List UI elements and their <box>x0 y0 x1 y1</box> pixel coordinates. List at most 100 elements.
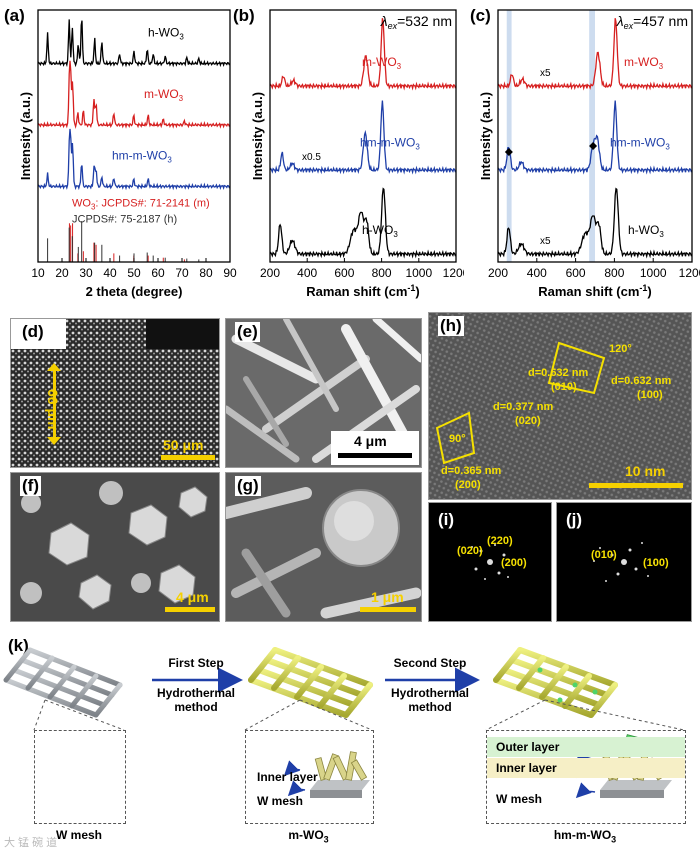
y-axis-title: Intensity (a.u.) <box>18 92 33 180</box>
panel-label-f: (f) <box>20 476 41 496</box>
highlight-band-0 <box>506 10 512 262</box>
sem-image-f: 4 μm <box>10 472 220 622</box>
sem-f-texture <box>11 473 219 621</box>
angle-120: 120° <box>609 343 632 355</box>
x-tick-label-5: 1200 <box>679 266 700 280</box>
x-tick-label-0: 10 <box>31 266 45 280</box>
series-note-hm-m-WO3: x0.5 <box>302 152 321 163</box>
x-tick-label-4: 1000 <box>640 266 667 280</box>
plane-1: (010) <box>551 381 577 393</box>
panel-label-i: (i) <box>438 510 455 529</box>
x-tick-label-2: 600 <box>334 266 354 280</box>
m-wo3-block <box>310 751 370 798</box>
inner-layer-band <box>487 758 685 778</box>
series-label-m-WO3: m-WO3 <box>624 55 664 71</box>
series-note-m-WO3: x5 <box>540 68 551 79</box>
panel-label-c: (c) <box>470 6 491 25</box>
fft-i-020: (020) <box>457 545 483 557</box>
fft-image-j: (010) (100) <box>556 502 692 622</box>
angle-90: 90° <box>449 433 466 445</box>
scale-bar-f <box>165 607 215 612</box>
x-tick-label-0: 200 <box>260 266 280 280</box>
lattice-texture <box>429 313 691 499</box>
scale-label-h: 10 nm <box>625 463 666 479</box>
panel-label-d: (d) <box>20 322 46 342</box>
series-label-m-WO3: m-WO3 <box>362 55 402 71</box>
x-tick-label-4: 50 <box>127 266 141 280</box>
excitation-label: λex=532 nm <box>380 13 452 31</box>
series-line-m-WO3 <box>37 60 231 130</box>
plot-frame <box>497 9 693 263</box>
step1-label: First Step <box>168 656 224 670</box>
raman-chart-457: m-WO3 x5 hm-m-WO3 h-WO3 x5 200 400 600 800 1000 12… <box>478 9 700 299</box>
scale-bar-g <box>360 607 416 612</box>
step2-label: Second Step <box>393 656 467 670</box>
inner-layer-label-3: Inner layer <box>496 761 557 775</box>
sem-g-texture <box>226 473 421 621</box>
mesh-yellow-2 <box>493 647 618 718</box>
d-spacing-1: d=0.632 nm <box>528 367 589 379</box>
fft-i-spots <box>471 544 509 580</box>
series-label-hm-m-WO3: hm-m-WO3 <box>610 135 670 151</box>
series-line-hm-m-WO3 <box>37 128 231 191</box>
series-label-hm-m-WO3: hm-m-WO3 <box>360 135 420 151</box>
diamond-marker-1 <box>589 142 598 150</box>
x-tick-label-3: 40 <box>103 266 117 280</box>
plot-frame <box>269 9 457 263</box>
x-tick-label-3: 800 <box>604 266 624 280</box>
series-label-h-WO3: h-WO3 <box>628 223 664 239</box>
series-line-m-WO3 <box>269 18 457 91</box>
step1-method: Hydrothermal method <box>156 686 236 714</box>
detail-box-1 <box>34 730 126 824</box>
outer-layer-label-3: Outer layer <box>496 740 560 754</box>
d-spacing-4: d=0.365 nm <box>441 465 502 477</box>
panel-label-b: (b) <box>233 6 255 25</box>
panel-label-k: (k) <box>8 636 29 655</box>
scale-box-e <box>331 431 419 465</box>
x-axis-title: Raman shift (cm-1) <box>538 283 652 299</box>
step2-method: Hydrothermal method <box>390 686 470 714</box>
panel-label-a: (a) <box>4 6 25 25</box>
series-label-h-WO3: h-WO3 <box>362 223 398 239</box>
fft-i-220: (220) <box>487 535 513 547</box>
x-tick-label-8: 90 <box>223 266 237 280</box>
w-mesh-label-2: W mesh <box>257 794 304 808</box>
watermark: 大 锰 碗 道 <box>4 837 58 849</box>
series-note-h-WO3: x5 <box>540 236 551 247</box>
sem-e-texture <box>226 319 421 463</box>
x-tick-label-6: 70 <box>175 266 189 280</box>
plane-3: (020) <box>515 415 541 427</box>
series-line-hm-m-WO3 <box>497 100 693 175</box>
stage3-label: hm-m-WO3 <box>553 828 617 845</box>
sem-d-texture <box>11 319 219 467</box>
w-mesh-label-3: W mesh <box>496 792 543 806</box>
fft-image-i: (020) (220) (200) <box>428 502 552 622</box>
series-line-h-WO3 <box>37 19 231 68</box>
scale-label-e: 4 μm <box>354 433 387 449</box>
scale-bar-e <box>338 453 412 458</box>
panel-label-e: (e) <box>235 322 260 342</box>
diamond-marker-0 <box>504 148 513 156</box>
x-tick-label-0: 200 <box>488 266 508 280</box>
series-line-h-WO3 <box>497 187 693 259</box>
inner-layer-label-2: Inner layer <box>257 770 318 784</box>
panel-label-g: (g) <box>235 476 261 496</box>
fft-i-200: (200) <box>501 557 527 569</box>
x-tick-label-4: 1000 <box>405 266 432 280</box>
series-label-hm-m-WO3: hm-m-WO3 <box>112 148 172 164</box>
tem-image-h: d=0.632 nm (010) d=0.632 nm (100) 120° d… <box>428 312 692 500</box>
outer-layer-band <box>487 737 685 757</box>
stage1-label: W mesh <box>55 828 102 842</box>
d-spacing-3: d=0.377 nm <box>493 401 554 413</box>
panel-label-j: (j) <box>566 510 583 529</box>
x-tick-label-1: 400 <box>527 266 547 280</box>
x-tick-label-2: 30 <box>79 266 93 280</box>
x-axis-title: Raman shift (cm-1) <box>306 283 420 299</box>
scale-bar-d <box>161 455 215 460</box>
fft-j-010: (010) <box>591 549 617 561</box>
scale-bar-h <box>589 483 683 488</box>
d-spacing-2: d=0.632 nm <box>611 375 672 387</box>
thickness-label: 66 μm <box>45 389 61 430</box>
detail-box-2 <box>245 730 374 824</box>
